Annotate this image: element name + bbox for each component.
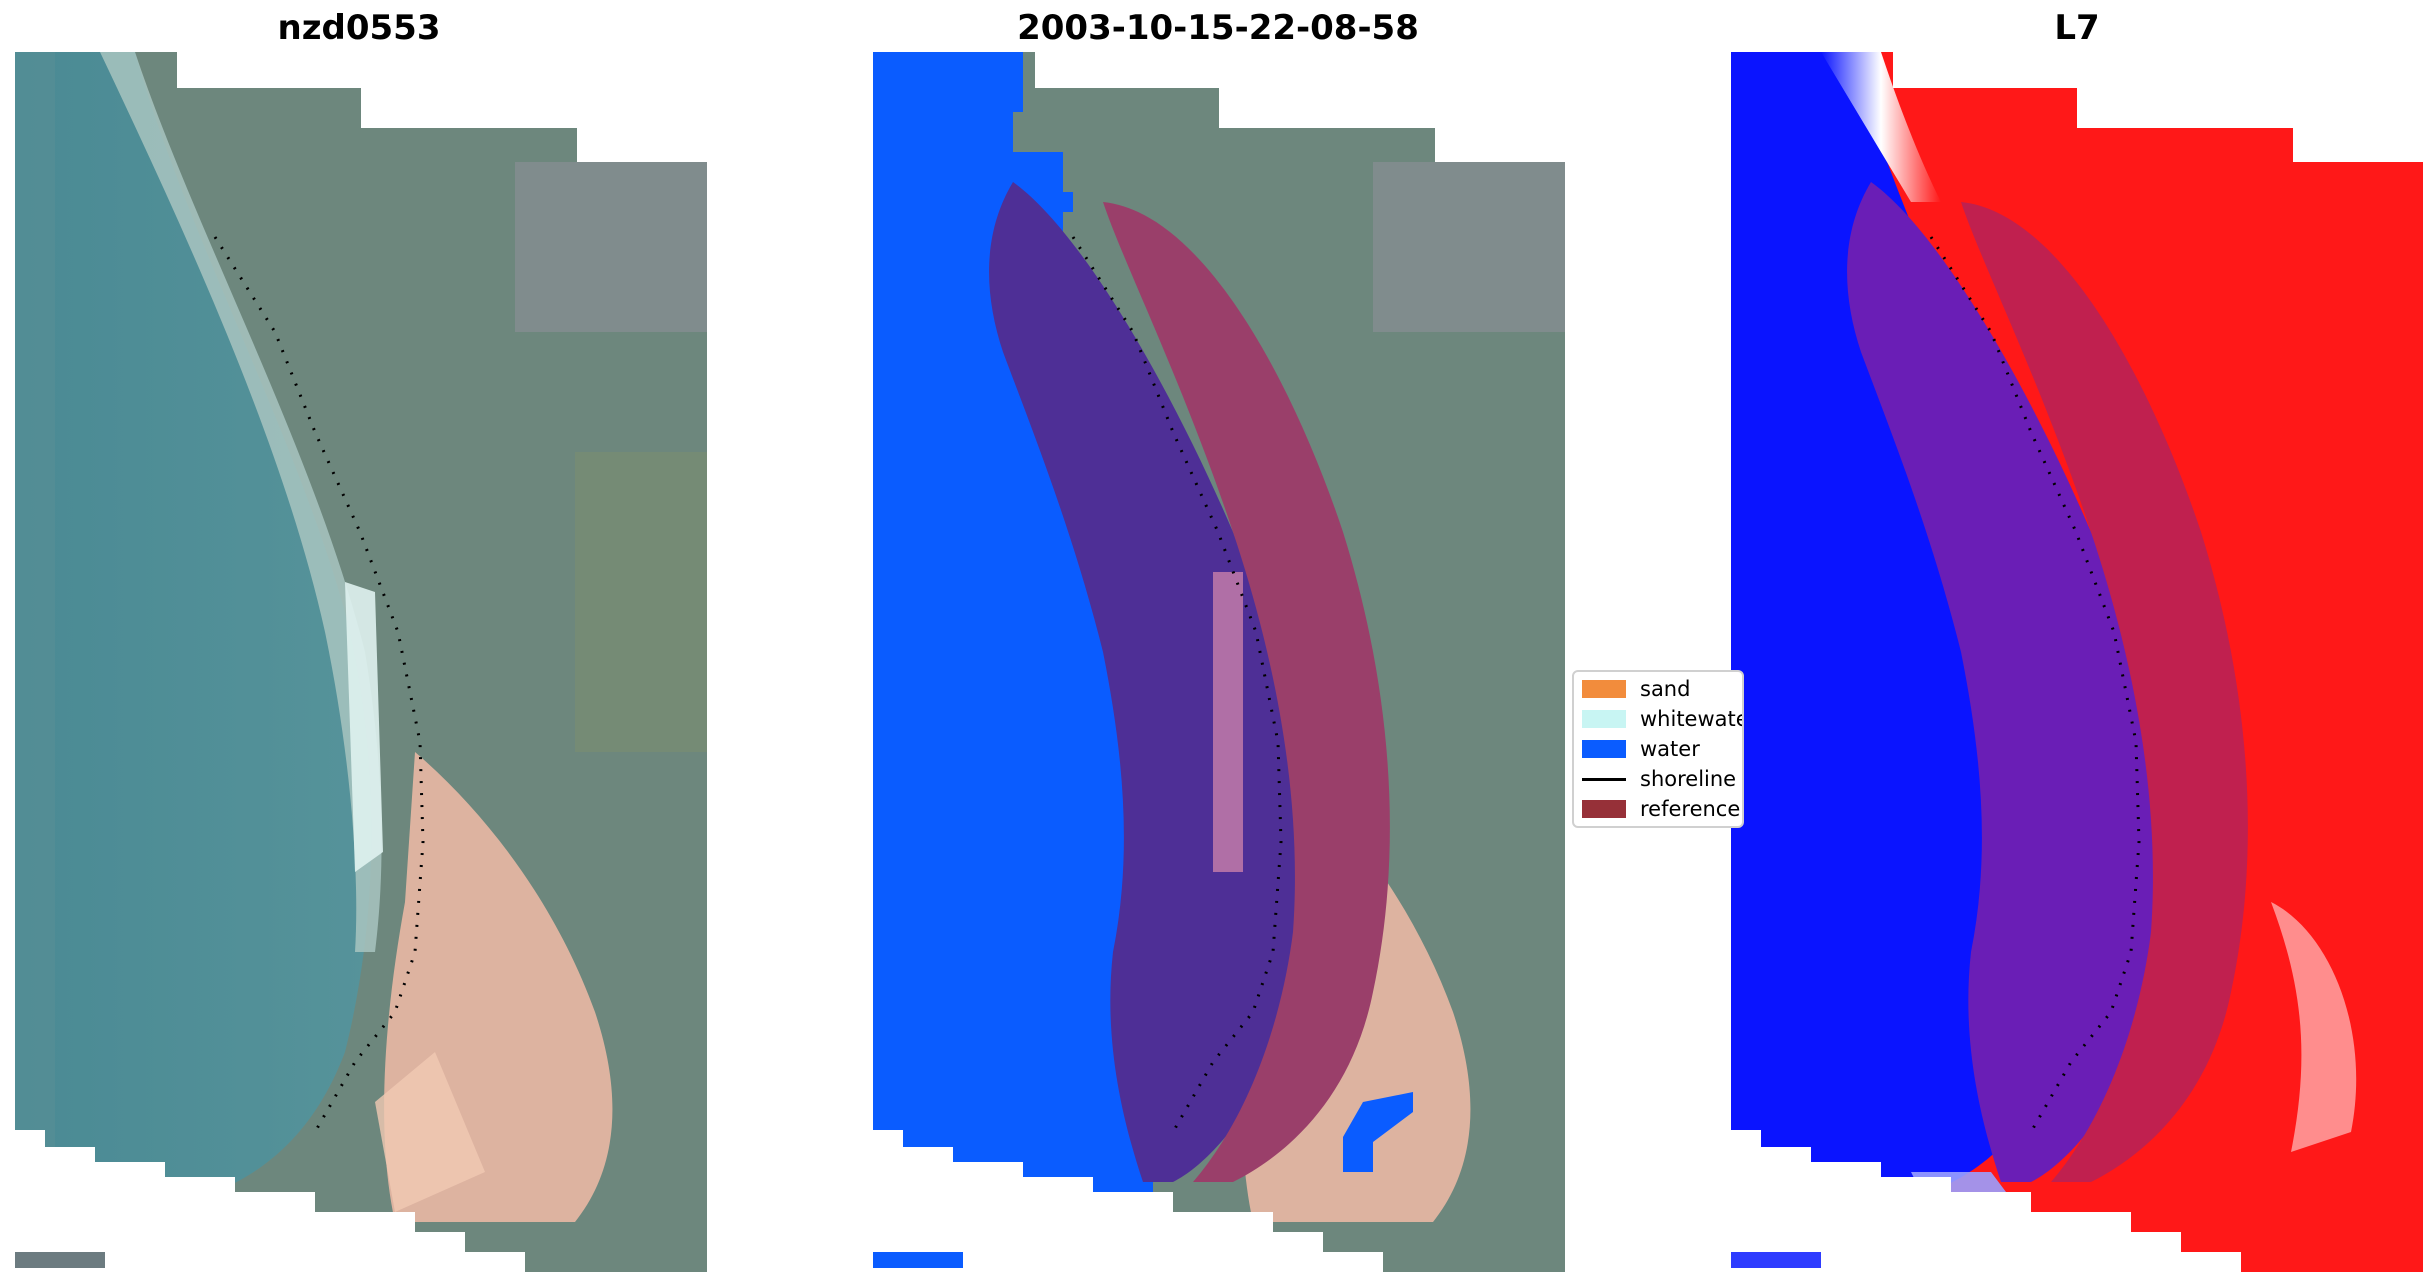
legend-label-shoreline: shoreline — [1640, 767, 1737, 791]
index-image-panel — [1731, 52, 2423, 1272]
shoreline-line-swatch — [1582, 777, 1626, 781]
legend-label-water: water — [1640, 737, 1700, 761]
legend-item-whitewater: whitewater — [1582, 704, 1742, 734]
legend-label-reference: reference — [1640, 797, 1741, 821]
legend-item-sand: sand — [1582, 674, 1690, 704]
legend-item-shoreline: shoreline — [1582, 764, 1736, 794]
rgb-image-panel — [15, 52, 707, 1272]
sand-swatch — [1582, 680, 1626, 698]
classified-image-panel — [873, 52, 1565, 1272]
panel-title-rgb: nzd0553 — [277, 8, 441, 48]
panel-title-index: L7 — [2054, 8, 2100, 48]
legend-label-sand: sand — [1640, 677, 1691, 701]
legend-item-water: water — [1582, 734, 1700, 764]
reference-swatch — [1582, 800, 1626, 818]
water-swatch — [1582, 740, 1626, 758]
panel-title-classified: 2003-10-15-22-08-58 — [1017, 8, 1419, 48]
legend-label-whitewater: whitewater — [1640, 707, 1742, 731]
legend: sand whitewater water shoreline referenc… — [1572, 670, 1744, 828]
whitewater-swatch — [1582, 710, 1626, 728]
legend-item-reference: reference — [1582, 794, 1740, 824]
